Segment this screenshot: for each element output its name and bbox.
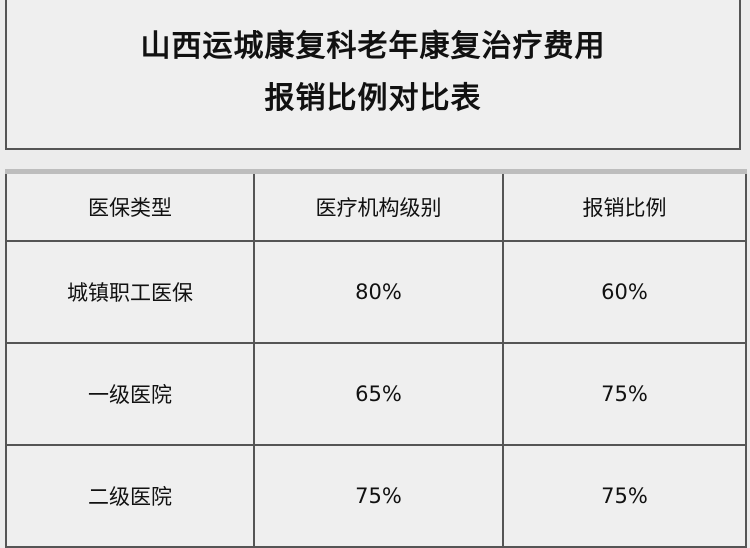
cell-institution-level: 65% [253,342,504,446]
title-line-2: 报销比例对比表 [264,81,482,116]
cell-reimbursement-ratio: 60% [502,240,747,344]
table-row: 城镇职工医保 80% 60% [5,240,747,344]
cell-institution-level: 75% [253,444,504,548]
header-reimbursement-ratio: 报销比例 [502,169,747,242]
title-line-1: 山西运城康复科老年康复治疗费用 [140,29,606,64]
cell-reimbursement-ratio: 75% [502,444,747,548]
cell-insurance-type: 二级医院 [5,444,255,548]
cell-institution-level: 80% [253,240,504,344]
cell-reimbursement-ratio: 75% [502,342,747,446]
table-row: 一级医院 65% 75% [5,342,747,446]
header-institution-level: 医疗机构级别 [253,169,504,242]
table-header-row: 医保类型 医疗机构级别 报销比例 [5,169,747,242]
reimbursement-table: 医保类型 医疗机构级别 报销比例 城镇职工医保 80% 60% 一级医院 65%… [5,169,747,548]
header-insurance-type: 医保类型 [5,169,255,242]
cell-insurance-type: 城镇职工医保 [5,240,255,344]
cell-insurance-type: 一级医院 [5,342,255,446]
table-row: 二级医院 75% 75% [5,444,747,548]
title-box: 山西运城康复科老年康复治疗费用 报销比例对比表 [5,0,741,150]
